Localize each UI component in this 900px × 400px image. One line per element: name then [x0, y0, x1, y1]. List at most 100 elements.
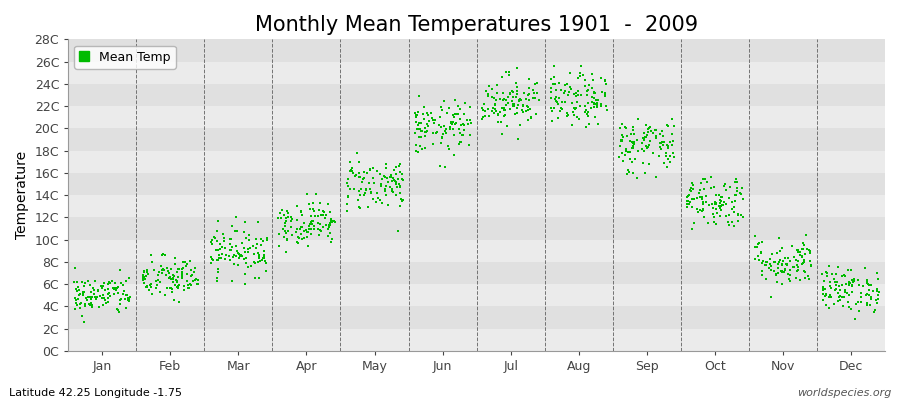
- Point: [310, 226, 325, 232]
- Point: [544, 104, 558, 111]
- Point: [479, 88, 493, 94]
- Point: [305, 218, 320, 224]
- Point: [291, 240, 305, 247]
- Point: [103, 280, 117, 286]
- Point: [654, 146, 669, 152]
- Point: [70, 278, 85, 285]
- Point: [503, 106, 517, 112]
- Point: [848, 316, 862, 322]
- Point: [764, 251, 778, 258]
- Point: [569, 93, 583, 100]
- Point: [189, 276, 203, 282]
- Point: [176, 264, 191, 271]
- Point: [696, 176, 710, 182]
- Point: [363, 186, 377, 192]
- Point: [140, 284, 155, 290]
- Point: [850, 277, 865, 283]
- Point: [445, 121, 459, 128]
- Point: [392, 181, 406, 187]
- Point: [351, 204, 365, 210]
- Point: [777, 269, 791, 276]
- Point: [178, 258, 193, 265]
- Point: [436, 123, 451, 130]
- Point: [411, 93, 426, 100]
- Point: [158, 292, 172, 298]
- Point: [631, 116, 645, 122]
- Point: [151, 272, 166, 278]
- Point: [291, 234, 305, 240]
- Point: [626, 124, 640, 130]
- Point: [868, 306, 882, 313]
- Point: [284, 224, 298, 230]
- Point: [98, 300, 112, 306]
- Point: [448, 121, 463, 127]
- Point: [598, 92, 612, 98]
- Point: [706, 211, 720, 217]
- Point: [435, 134, 449, 140]
- Bar: [68, 39, 885, 62]
- Point: [598, 77, 612, 83]
- Point: [831, 298, 845, 304]
- Point: [854, 294, 868, 300]
- Point: [314, 212, 328, 218]
- Point: [505, 97, 519, 104]
- Point: [755, 268, 770, 274]
- Legend: Mean Temp: Mean Temp: [75, 46, 176, 68]
- Point: [545, 81, 560, 88]
- Point: [636, 160, 651, 166]
- Point: [714, 198, 728, 204]
- Point: [829, 285, 843, 292]
- Point: [113, 296, 128, 302]
- Point: [178, 262, 193, 269]
- Point: [95, 282, 110, 289]
- Point: [463, 117, 477, 123]
- Point: [689, 194, 704, 201]
- Point: [558, 82, 572, 88]
- Point: [252, 274, 266, 281]
- Point: [618, 125, 633, 131]
- Point: [305, 221, 320, 227]
- Point: [770, 279, 784, 285]
- Point: [544, 84, 559, 91]
- Point: [307, 223, 321, 229]
- Point: [769, 270, 783, 277]
- Point: [485, 86, 500, 92]
- Point: [499, 68, 513, 75]
- Point: [257, 252, 272, 259]
- Point: [180, 261, 194, 268]
- Point: [215, 244, 230, 251]
- Point: [833, 286, 848, 293]
- Point: [83, 294, 97, 300]
- Point: [239, 260, 254, 267]
- Point: [69, 296, 84, 303]
- Point: [705, 201, 719, 207]
- Bar: [68, 151, 885, 173]
- Point: [222, 257, 237, 263]
- Point: [861, 287, 876, 294]
- Point: [795, 254, 809, 261]
- Point: [646, 130, 661, 136]
- Point: [631, 148, 645, 154]
- Point: [510, 91, 525, 98]
- Point: [488, 102, 502, 109]
- Point: [346, 169, 360, 176]
- Point: [247, 250, 261, 257]
- Point: [369, 199, 383, 205]
- Point: [251, 218, 266, 225]
- Point: [414, 128, 428, 134]
- Point: [637, 148, 652, 154]
- Point: [118, 292, 132, 298]
- Point: [547, 105, 562, 111]
- Point: [460, 120, 474, 127]
- Point: [823, 279, 837, 285]
- Point: [486, 104, 500, 111]
- Point: [70, 302, 85, 308]
- Point: [184, 267, 199, 274]
- Point: [119, 278, 133, 285]
- Point: [496, 97, 510, 103]
- Point: [618, 148, 633, 154]
- Point: [759, 258, 773, 265]
- Point: [816, 290, 831, 297]
- Point: [706, 184, 721, 190]
- Bar: [68, 173, 885, 195]
